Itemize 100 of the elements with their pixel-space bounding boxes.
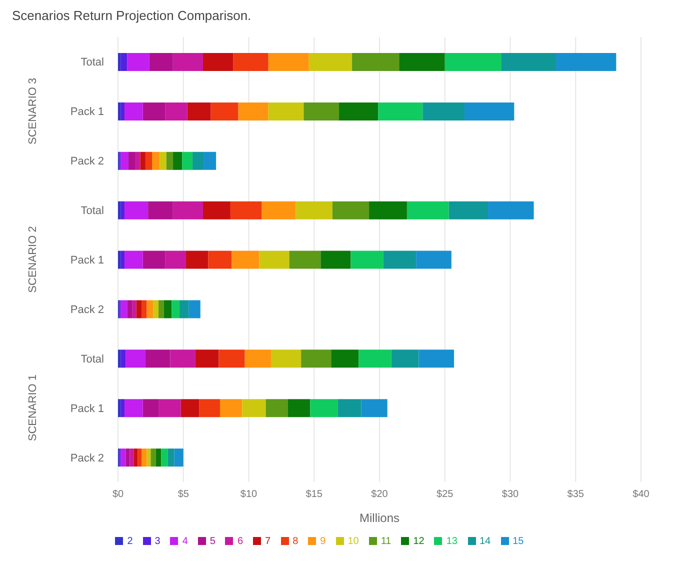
bar xyxy=(218,350,245,368)
bar xyxy=(120,350,126,368)
bar xyxy=(160,152,166,170)
bar xyxy=(146,300,154,318)
bar xyxy=(350,250,384,269)
bar xyxy=(127,300,132,318)
bar xyxy=(170,350,196,368)
bar xyxy=(145,152,152,170)
bar xyxy=(161,448,168,467)
bar xyxy=(304,102,339,120)
chart-title: Scenarios Return Projection Comparison. xyxy=(11,8,252,25)
bar xyxy=(208,250,232,269)
legend-label: 6 xyxy=(237,536,244,547)
y-tick-label: Pack 2 xyxy=(70,304,104,316)
bar xyxy=(153,300,159,318)
bar xyxy=(118,53,121,71)
y-tick-label: Pack 1 xyxy=(70,254,104,266)
bar xyxy=(270,350,302,368)
y-tick-label: Total xyxy=(80,353,104,366)
x-tick-label: $25 xyxy=(436,489,454,500)
bar xyxy=(148,201,173,220)
bar xyxy=(164,300,172,318)
bar xyxy=(296,201,332,220)
bar xyxy=(120,300,128,318)
bar xyxy=(352,53,400,71)
bar xyxy=(556,53,616,71)
bar xyxy=(448,201,488,220)
bar xyxy=(320,250,351,269)
bar xyxy=(210,102,238,120)
bar xyxy=(262,201,296,220)
bar xyxy=(391,350,419,368)
text: SCENARIO 1 xyxy=(27,374,39,442)
bar xyxy=(188,300,200,318)
bar xyxy=(338,399,362,418)
bar xyxy=(288,399,310,418)
bar xyxy=(145,350,170,368)
bar xyxy=(118,250,121,269)
bar xyxy=(142,250,166,269)
bar xyxy=(268,53,309,71)
bar xyxy=(134,448,138,467)
bar xyxy=(301,350,332,368)
bar xyxy=(120,448,126,467)
bar xyxy=(142,102,166,120)
text: SCENARIO 3 xyxy=(27,78,39,144)
bar xyxy=(186,250,208,269)
bar xyxy=(418,350,454,368)
bar xyxy=(150,448,156,467)
bar xyxy=(120,53,128,71)
bar xyxy=(172,201,203,220)
bar xyxy=(399,53,445,71)
x-axis-title: Millions xyxy=(359,511,400,525)
bar xyxy=(361,399,388,418)
bar xyxy=(132,300,136,318)
bar xyxy=(332,201,370,220)
bar xyxy=(166,152,173,170)
legend-label: 3 xyxy=(154,536,160,547)
x-tick-label: $10 xyxy=(240,489,258,500)
bar xyxy=(220,399,242,418)
bar xyxy=(124,399,143,418)
bar xyxy=(358,350,392,368)
bar xyxy=(118,350,121,368)
y-tick-label: Pack 1 xyxy=(70,106,104,118)
bar xyxy=(383,250,416,269)
bar xyxy=(422,102,464,120)
bar xyxy=(289,250,321,269)
bar xyxy=(120,399,125,418)
bar xyxy=(156,448,162,467)
legend-label: 10 xyxy=(348,536,359,547)
y-tick-label: Pack 2 xyxy=(70,452,104,464)
legend-label: 9 xyxy=(320,536,326,547)
legend-label: 8 xyxy=(292,536,298,547)
bar xyxy=(124,201,148,220)
bar xyxy=(158,300,164,318)
bar xyxy=(126,448,130,467)
bar xyxy=(488,201,534,220)
bar xyxy=(338,102,378,120)
bar xyxy=(118,399,121,418)
bar xyxy=(331,350,359,368)
bar xyxy=(120,102,125,120)
legend-label: 15 xyxy=(512,536,524,547)
bar xyxy=(120,201,125,220)
bar xyxy=(259,250,290,269)
bar xyxy=(179,300,189,318)
bar xyxy=(142,399,159,418)
bar xyxy=(378,102,423,120)
bar xyxy=(172,300,180,318)
bar xyxy=(127,53,150,71)
legend-label: 11 xyxy=(380,536,392,547)
x-tick-label: $5 xyxy=(178,489,190,500)
bar xyxy=(369,201,407,220)
bar xyxy=(233,53,268,71)
bar xyxy=(238,102,268,120)
bar xyxy=(266,399,288,418)
bar xyxy=(165,102,188,120)
x-tick-label: $30 xyxy=(502,489,520,500)
bar xyxy=(120,250,125,269)
bar xyxy=(230,201,262,220)
bar xyxy=(158,399,181,418)
bar xyxy=(232,250,260,269)
text: SCENARIO 2 xyxy=(27,226,39,293)
